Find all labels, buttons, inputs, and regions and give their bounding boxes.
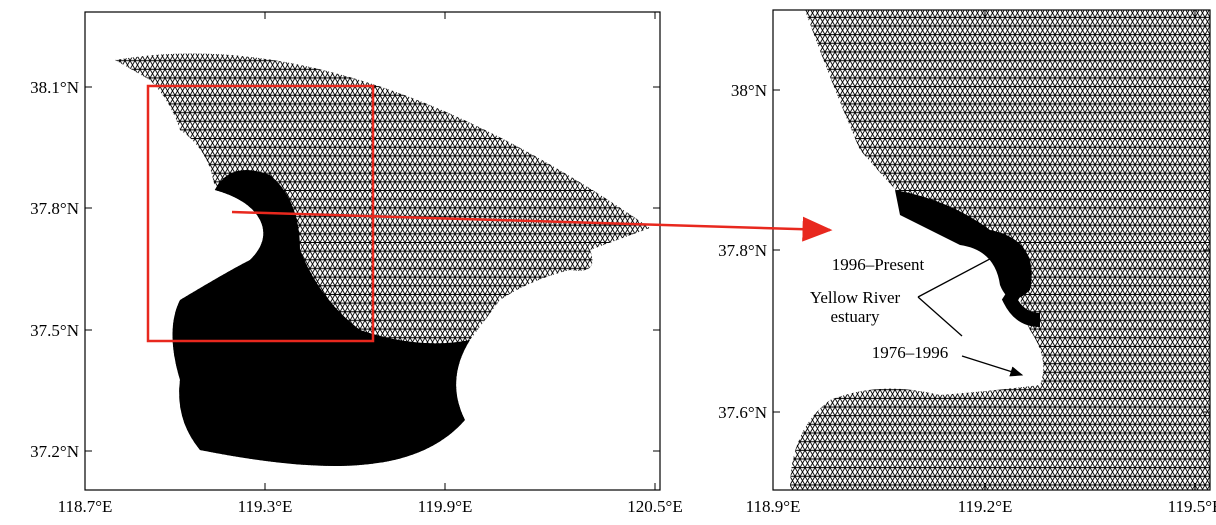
x-tick-label: 119.9°E: [418, 497, 473, 516]
left-mesh: [115, 54, 650, 466]
annotation: 1996–Present: [832, 255, 925, 274]
figure: 118.7°E 119.3°E 119.9°E 120.5°E 38.1°N 37.8°N…: [0, 0, 1216, 520]
y-tick-label: 37.8°N: [718, 241, 767, 260]
y-tick-label: 37.2°N: [30, 442, 79, 461]
x-tick-label: 120.5°E: [627, 497, 682, 516]
x-tick-label: 119.2°E: [958, 497, 1013, 516]
y-tick-label: 38.1°N: [30, 78, 79, 97]
page: 118.7°E 119.3°E 119.9°E 120.5°E 38.1°N 37.8°N…: [0, 0, 1216, 520]
x-tick-label: 118.9°E: [746, 497, 801, 516]
x-tick-label: 118.7°E: [58, 497, 113, 516]
y-tick-label: 37.8°N: [30, 199, 79, 218]
y-tick-label: 38°N: [731, 81, 767, 100]
y-tick-label: 37.6°N: [718, 403, 767, 422]
y-tick-label: 37.5°N: [30, 321, 79, 340]
annotation: 1976–1996: [872, 343, 949, 362]
annotation: estuary: [830, 307, 880, 326]
right-mesh: [773, 10, 1210, 490]
annotation: Yellow River: [810, 288, 901, 307]
x-tick-label: 119.5°E: [1168, 497, 1216, 516]
x-tick-label: 119.3°E: [238, 497, 293, 516]
